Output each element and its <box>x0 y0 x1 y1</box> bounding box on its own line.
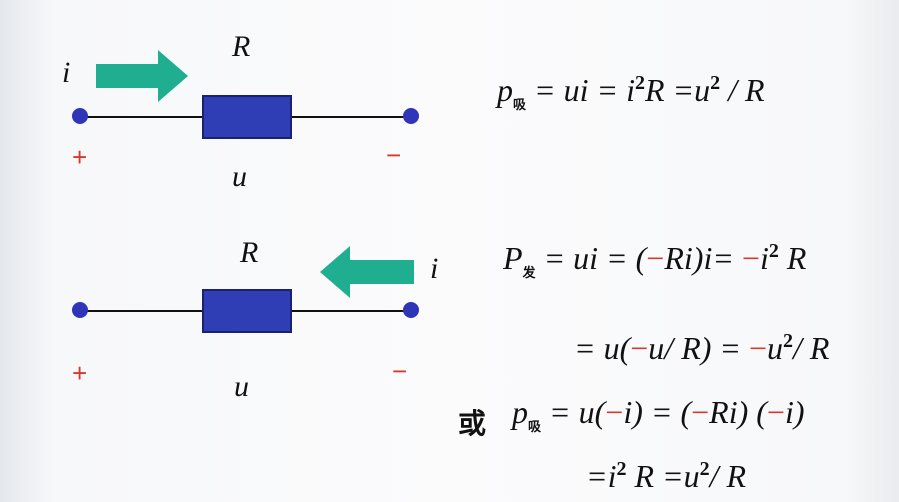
terminal-right <box>403 108 419 124</box>
terminal-left <box>72 302 88 318</box>
equation-absorbed-power-alt: p吸 = u(−i) = (−Ri) (−i) <box>512 394 805 435</box>
current-label: i <box>430 252 439 285</box>
resistor-label: R <box>240 236 259 269</box>
current-label: i <box>62 56 71 89</box>
or-label: 或 <box>458 407 487 440</box>
current-arrow-left-icon <box>320 246 414 298</box>
terminal-right <box>403 302 419 318</box>
current-arrow-right-icon <box>96 50 188 102</box>
plus-sign: + <box>72 358 88 388</box>
resistor <box>202 289 292 333</box>
resistor <box>202 95 292 139</box>
voltage-label: u <box>232 160 247 193</box>
resistor-label: R <box>232 30 251 63</box>
voltage-label: u <box>234 370 249 403</box>
minus-sign: − <box>386 140 402 170</box>
equation-absorbed-power-result: =i2 R =u2/ R <box>586 458 747 494</box>
minus-sign: − <box>392 356 408 386</box>
equation-absorbed-power: p吸 = ui = i2R =u2 / R <box>497 72 765 113</box>
equation-delivered-power-continued: = u(−u/ R) = −u2/ R <box>574 330 830 366</box>
equation-delivered-power: P发 = ui = (−Ri)i= −i2 R <box>503 240 807 281</box>
terminal-left <box>72 108 88 124</box>
plus-sign: + <box>72 142 88 172</box>
